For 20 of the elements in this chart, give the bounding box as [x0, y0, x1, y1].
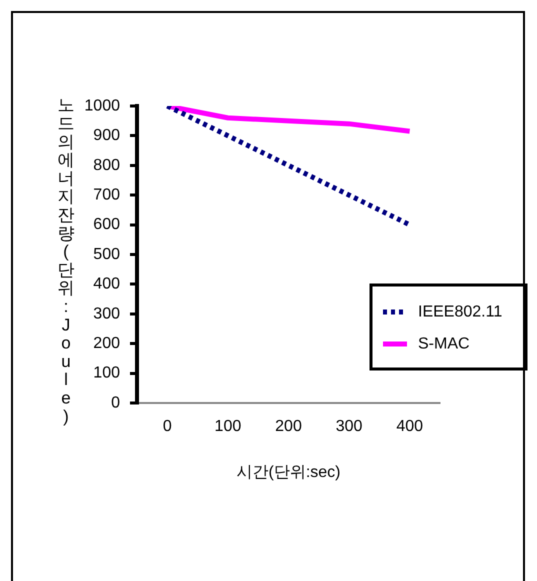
x-tick-label: 100	[214, 418, 242, 436]
x-tick-label: 400	[396, 418, 424, 436]
legend-label: IEEE802.11	[418, 303, 502, 320]
y-tick-label: 100	[93, 364, 120, 382]
x-tick-label: 300	[336, 418, 363, 436]
y-tick-label: 400	[93, 276, 120, 293]
y-tick-label: 700	[93, 186, 120, 204]
y-tick-label: 300	[93, 305, 120, 322]
y-tick-label: 500	[93, 246, 120, 263]
y-tick-label: 1000	[84, 97, 120, 114]
x-axis-title: 시간(단위:sec)	[236, 464, 340, 481]
y-tick-label: 800	[93, 156, 120, 174]
y-tick-label: 0	[111, 394, 120, 412]
x-tick-label: 0	[162, 418, 172, 436]
text: 노드의에너지잔량(단위:Joule)	[58, 96, 74, 426]
y-tick-label: 200	[93, 335, 120, 352]
y-tick-label: 900	[93, 127, 120, 144]
legend-label: S-MAC	[418, 335, 470, 352]
x-tick-label: 200	[275, 418, 302, 436]
y-tick-label: 600	[93, 216, 120, 234]
